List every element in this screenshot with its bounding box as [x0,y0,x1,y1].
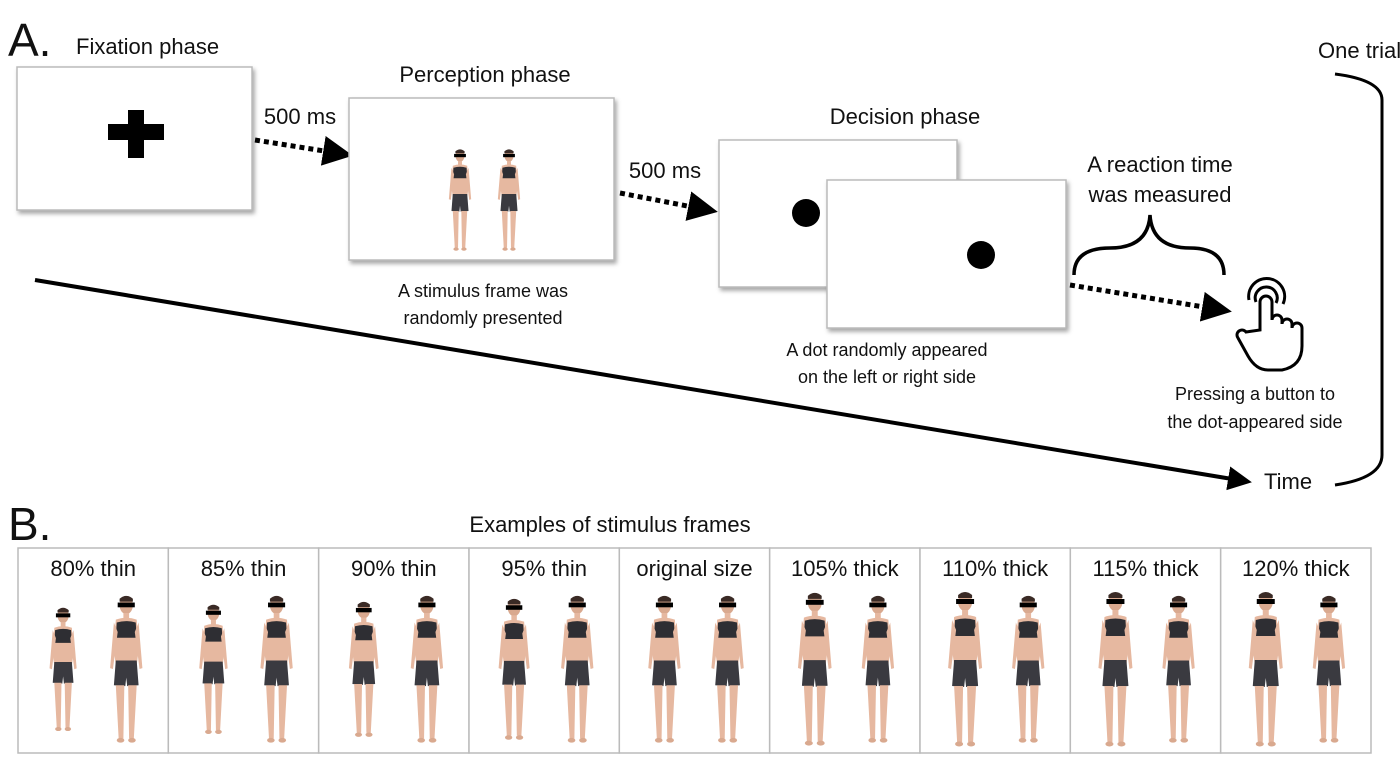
phase-title: Decision phase [830,104,980,129]
stimulus-frame [17,547,170,754]
frame-label: 85% thin [201,556,287,581]
frame-label: 80% thin [50,556,136,581]
phase-title: Fixation phase [76,34,219,59]
time-axis [34,278,1252,491]
frame-label: 90% thin [351,556,437,581]
arrow [1069,282,1232,322]
arrow [254,136,353,166]
hand-icon [1235,277,1304,372]
delay-label: 500 ms [264,104,336,129]
frame-label: 115% thick [1093,556,1200,581]
caption: A stimulus frame was [398,281,568,301]
frame-label: 95% thin [501,556,587,581]
stimulus-frame [317,547,470,754]
dot [967,241,995,269]
axis-label: Time [1264,469,1312,494]
stimulus-frame [167,547,320,754]
brace [1072,214,1226,276]
dot [792,199,820,227]
caption: the dot-appeared side [1167,412,1342,432]
panel-title: Examples of stimulus frames [469,512,750,537]
frame-label: 105% thick [791,556,900,581]
panel-label: A. [8,14,51,66]
stimulus-frame [468,547,621,754]
delay-label: 500 ms [629,158,701,183]
stimulus-frame [618,547,771,754]
stimulus-frame [919,547,1072,754]
fixation-cross [108,110,164,158]
panel-label: B. [8,498,51,550]
stimulus-frame [1219,547,1372,754]
stimulus-frame [768,547,921,754]
frame-label: original size [636,556,752,581]
perception-screen [348,97,615,261]
arrow [619,190,718,221]
caption: A dot randomly appeared [786,340,987,360]
decision-screen [826,179,1067,329]
frame-label: 110% thick [942,556,1049,581]
annotation: One trial [1318,38,1400,63]
trial-bracket [1334,72,1384,487]
annotation: was measured [1087,182,1231,207]
annotation: A reaction time [1087,152,1233,177]
caption: on the left or right side [798,367,976,387]
frame-label: 120% thick [1242,556,1351,581]
caption: randomly presented [403,308,562,328]
phase-title: Perception phase [399,62,570,87]
caption: Pressing a button to [1175,384,1335,404]
